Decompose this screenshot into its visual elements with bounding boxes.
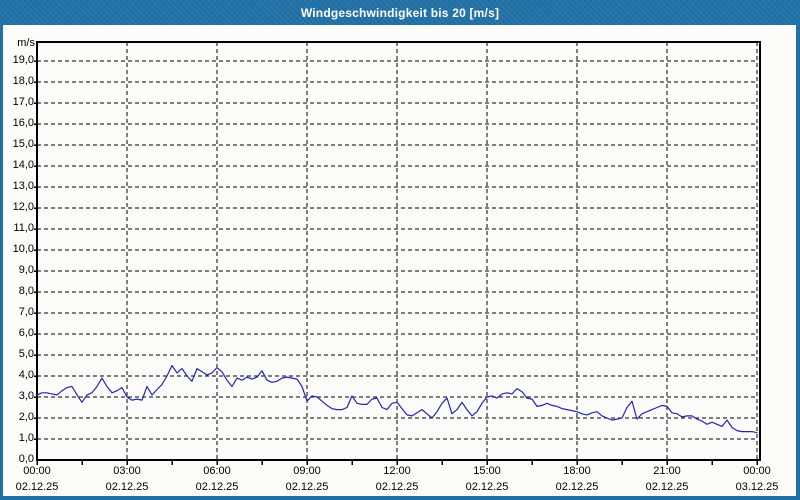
x-axis-date-label: 02.12.25	[465, 481, 509, 493]
wind-speed-line-chart	[34, 41, 761, 465]
x-axis-time-label: 12:00	[383, 465, 411, 477]
y-axis-tick-label: 10,0	[12, 243, 34, 255]
chart-canvas: m/s 0,0 1,0 2,0 3,0 4,0 5,0 6,0 7,0 8,0 9,0 10,0 11…	[3, 25, 796, 496]
y-axis-tick-label: 15,0	[12, 138, 34, 150]
y-axis-tick-label: 3,0	[18, 390, 34, 402]
y-axis-tick-label: 6,0	[18, 327, 34, 339]
x-axis-date-label: 02.12.25	[285, 481, 329, 493]
y-axis-tick-label: 9,0	[18, 264, 34, 276]
x-axis-date-label: 02.12.25	[555, 481, 599, 493]
title-bar: Windgeschwindigkeit bis 20 [m/s]	[0, 0, 800, 25]
x-axis-time-label: 18:00	[563, 465, 591, 477]
y-axis-tick-label: 16,0	[12, 117, 34, 129]
x-axis-time-label: 00:00	[23, 465, 51, 477]
y-axis-tick-label: 14,0	[12, 159, 34, 171]
y-axis-tick-label: 5,0	[18, 348, 34, 360]
y-axis-tick-label: 8,0	[18, 285, 34, 297]
y-axis-tick-label: 4,0	[18, 369, 34, 381]
chart-title: Windgeschwindigkeit bis 20 [m/s]	[300, 5, 500, 20]
y-axis-tick-label: 7,0	[18, 306, 34, 318]
y-axis-tick-label: 19,0	[12, 54, 34, 66]
x-axis-time-label: 03:00	[113, 465, 141, 477]
y-axis-unit-label: m/s	[17, 37, 35, 49]
x-axis-date-label: 02.12.25	[195, 481, 239, 493]
x-axis-time-label: 15:00	[473, 465, 501, 477]
x-axis-date-label: 03.12.25	[735, 481, 779, 493]
y-axis-tick-label: 12,0	[12, 201, 34, 213]
x-axis-time-label: 09:00	[293, 465, 321, 477]
x-axis-date-label: 02.12.25	[375, 481, 419, 493]
y-axis-tick-label: 18,0	[12, 75, 34, 87]
x-axis-date-label: 02.12.25	[645, 481, 689, 493]
y-axis-tick-label: 0,0	[18, 453, 34, 465]
y-axis-tick-label: 17,0	[12, 96, 34, 108]
y-axis-tick-label: 1,0	[18, 432, 34, 444]
x-axis-time-label: 21:00	[653, 465, 681, 477]
x-axis-time-label: 06:00	[203, 465, 231, 477]
y-axis-tick-label: 2,0	[18, 411, 34, 423]
x-axis-time-label: 00:00	[743, 465, 771, 477]
x-axis-date-label: 02.12.25	[15, 481, 59, 493]
x-axis-date-label: 02.12.25	[105, 481, 149, 493]
y-axis-tick-label: 13,0	[12, 180, 34, 192]
y-axis-tick-label: 11,0	[13, 222, 34, 234]
